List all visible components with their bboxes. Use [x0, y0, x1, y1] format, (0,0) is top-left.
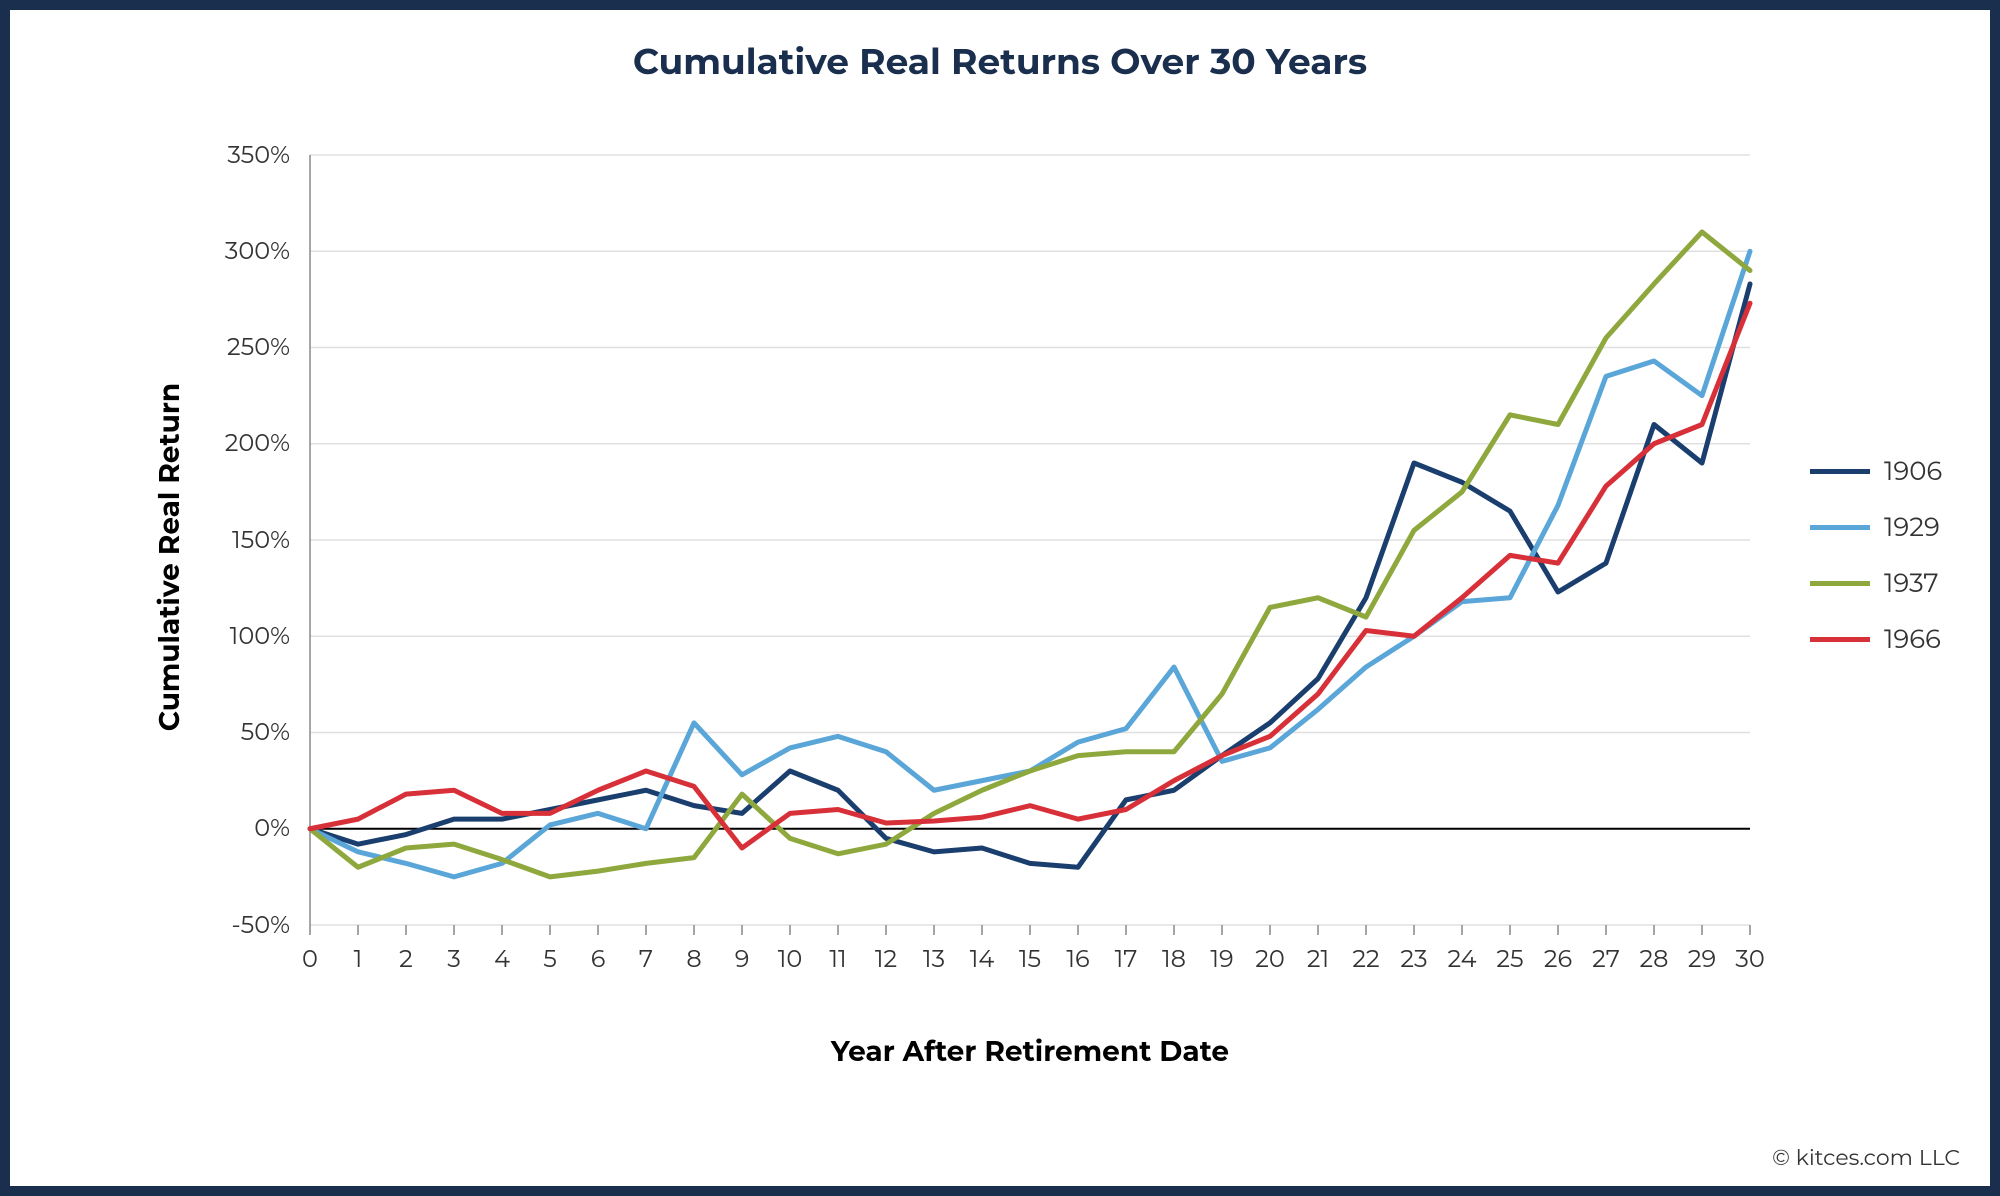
legend-item: 1906	[1810, 455, 1942, 487]
copyright-text: © kitces.com LLC	[1772, 1144, 1960, 1171]
x-tick-label: 16	[1058, 945, 1098, 974]
y-tick-label: 350%	[190, 141, 290, 170]
x-tick-label: 14	[962, 945, 1002, 974]
x-tick-label: 18	[1154, 945, 1194, 974]
x-tick-label: 25	[1490, 945, 1530, 974]
legend-swatch	[1810, 637, 1870, 642]
legend-item: 1937	[1810, 567, 1942, 599]
legend: 1906 1929 1937 1966	[1810, 455, 1942, 679]
x-tick-label: 30	[1730, 945, 1770, 974]
x-tick-label: 2	[386, 945, 426, 974]
y-tick-label: 150%	[190, 526, 290, 555]
y-tick-label: 100%	[190, 622, 290, 651]
x-axis-label: Year After Retirement Date	[310, 1035, 1750, 1069]
x-tick-label: 21	[1298, 945, 1338, 974]
y-tick-label: 300%	[190, 237, 290, 266]
x-tick-label: 3	[434, 945, 474, 974]
chart-area: Cumulative Real Returns Over 30 Years -5…	[50, 35, 1950, 1126]
x-tick-label: 5	[530, 945, 570, 974]
y-axis-label: Cumulative Real Return	[153, 377, 187, 737]
legend-label: 1937	[1884, 567, 1939, 599]
x-tick-label: 10	[770, 945, 810, 974]
x-tick-label: 15	[1010, 945, 1050, 974]
x-tick-label: 7	[626, 945, 666, 974]
legend-item: 1929	[1810, 511, 1942, 543]
legend-label: 1929	[1884, 511, 1940, 543]
y-tick-label: 50%	[190, 718, 290, 747]
legend-swatch	[1810, 581, 1870, 586]
x-tick-label: 13	[914, 945, 954, 974]
x-tick-label: 29	[1682, 945, 1722, 974]
x-tick-label: 20	[1250, 945, 1290, 974]
x-tick-label: 9	[722, 945, 762, 974]
x-tick-label: 27	[1586, 945, 1626, 974]
x-tick-label: 4	[482, 945, 522, 974]
x-tick-label: 0	[290, 945, 330, 974]
y-tick-label: -50%	[190, 911, 290, 940]
x-tick-label: 19	[1202, 945, 1242, 974]
legend-item: 1966	[1810, 623, 1942, 655]
x-tick-label: 26	[1538, 945, 1578, 974]
y-tick-label: 0%	[190, 814, 290, 843]
x-tick-label: 6	[578, 945, 618, 974]
chart-frame: Cumulative Real Returns Over 30 Years -5…	[0, 0, 2000, 1196]
legend-label: 1906	[1884, 455, 1942, 487]
legend-label: 1966	[1884, 623, 1941, 655]
legend-swatch	[1810, 469, 1870, 474]
y-tick-label: 250%	[190, 333, 290, 362]
x-tick-label: 22	[1346, 945, 1386, 974]
legend-swatch	[1810, 525, 1870, 530]
x-tick-label: 24	[1442, 945, 1482, 974]
x-tick-label: 11	[818, 945, 858, 974]
x-tick-label: 12	[866, 945, 906, 974]
x-tick-label: 23	[1394, 945, 1434, 974]
y-tick-label: 200%	[190, 429, 290, 458]
x-tick-label: 1	[338, 945, 378, 974]
x-tick-label: 17	[1106, 945, 1146, 974]
x-tick-label: 28	[1634, 945, 1674, 974]
x-tick-label: 8	[674, 945, 714, 974]
